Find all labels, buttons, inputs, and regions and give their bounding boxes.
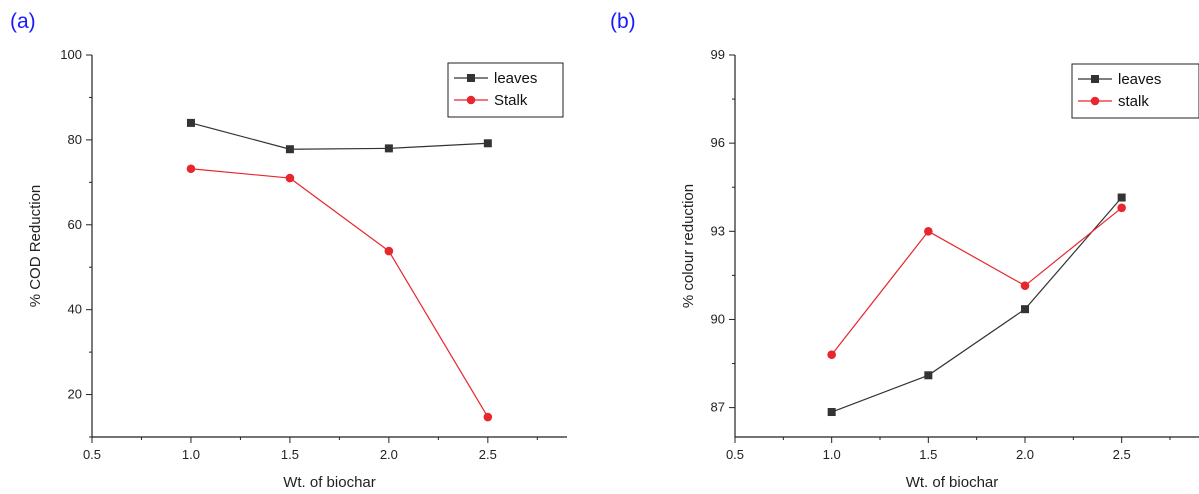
legend-label-leaves: leaves [1118,71,1161,88]
x-tick-label: 1.5 [281,447,299,462]
data-point-leaves [924,371,933,380]
legend-label-stalk: Stalk [494,92,528,109]
data-point-leaves [1117,193,1126,202]
series-line-stalk [190,168,489,418]
y-tick-label: 80 [68,132,82,147]
data-point-leaves [285,145,294,154]
panel-label-b: (b) [610,10,636,33]
x-tick-label: 0.5 [726,447,744,462]
y-axis-title: % COD Reduction [27,185,44,308]
data-point-leaves [186,118,195,127]
legend-marker [467,74,475,82]
legend-marker [1091,75,1099,83]
y-tick-label: 99 [711,47,725,62]
y-tick-label: 40 [68,302,82,317]
panel-label-a: (a) [10,10,36,33]
chart-b: 0.5 1.0 1.5 2.0 2.5 87 90 93 96 99 Wt. of biochar%… [680,47,1199,491]
x-tick-label: 2.0 [1016,447,1034,462]
legend-label-leaves: leaves [494,70,537,87]
x-tick-label: 1.5 [919,447,937,462]
data-point-stalk [924,227,933,236]
y-tick-label: 90 [711,311,725,326]
chart-a: 0.5 1.0 1.5 2.0 2.5 20 40 60 80 100 Wt. of biochar… [27,47,567,491]
legend-marker [1090,96,1100,106]
legend-label-stalk: stalk [1118,93,1149,110]
x-tick-label: 1.0 [182,447,200,462]
legend-marker [466,95,476,105]
y-tick-label: 93 [711,223,725,238]
legend-box [447,62,564,118]
x-axis-title: Wt. of biochar [283,474,376,491]
x-tick-label: 0.5 [83,447,101,462]
data-point-stalk [1020,281,1030,290]
x-tick-label: 1.0 [823,447,841,462]
data-point-stalk [483,412,493,422]
y-tick-label: 87 [711,400,725,415]
data-point-stalk [827,350,836,360]
data-point-stalk [186,164,196,174]
series-line-leaves [831,197,1123,413]
y-tick-label: 20 [68,387,82,402]
y-tick-label: 96 [711,135,725,150]
data-point-stalk [384,246,394,256]
x-tick-label: 2.0 [380,447,398,462]
data-point-leaves [384,144,393,153]
y-tick-label: 100 [60,47,82,62]
y-axis-title: % colour reduction [680,184,697,308]
data-point-stalk [1117,203,1126,213]
data-point-stalk [285,173,295,183]
x-axis-title: Wt. of biochar [906,474,999,491]
data-point-leaves [1021,305,1029,314]
data-point-leaves [827,408,836,417]
x-tick-label: 2.5 [1113,447,1131,462]
series-line-stalk [831,207,1123,356]
legend-box [1071,63,1199,119]
data-point-leaves [483,139,492,148]
x-tick-label: 2.5 [479,447,497,462]
series-line-leaves [190,122,488,150]
y-tick-label: 60 [68,217,82,232]
